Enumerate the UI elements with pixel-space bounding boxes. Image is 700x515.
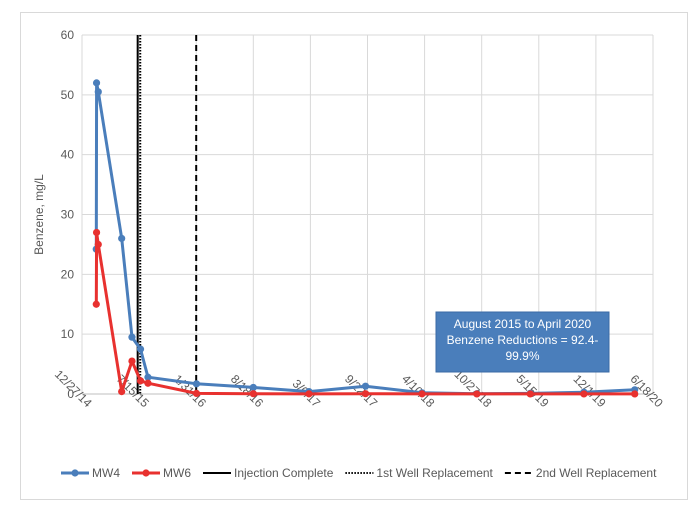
data-point	[128, 333, 136, 341]
data-point	[136, 377, 145, 385]
data-point	[192, 380, 201, 388]
y-tick-label: 30	[61, 208, 75, 222]
data-point	[418, 390, 426, 398]
legend-marker	[142, 469, 150, 477]
annotation-background	[435, 311, 610, 373]
data-point	[92, 300, 100, 308]
data-point	[361, 382, 370, 390]
data-point	[526, 390, 534, 398]
legend-item: MW4	[61, 466, 120, 480]
data-point	[92, 228, 101, 237]
x-tick-label: 9/22/17	[342, 372, 380, 410]
x-tick-label: 10/27/18	[452, 367, 495, 410]
legend-label: Injection Complete	[234, 466, 334, 480]
x-tick-labels: 12/27/147/15/151/31/168/18/163/6/179/22/…	[52, 367, 666, 410]
data-point	[361, 390, 370, 398]
legend-marker	[71, 469, 79, 477]
data-point	[473, 390, 481, 398]
benzene-line-chart: 0 10 20 30 40 50 60 12/27/14 7/15/15 1/31/16 8/18…	[32, 28, 666, 480]
data-point	[249, 383, 257, 392]
data-point	[92, 79, 101, 87]
legend-item: 2nd Well Replacement	[504, 466, 657, 480]
x-tick-label: 12/27/14	[52, 367, 95, 410]
legend-label: MW4	[92, 466, 120, 480]
legend: MW4 MW6 Injection Complete 1st Well Replace…	[61, 466, 657, 480]
series-line	[94, 230, 635, 396]
y-axis-title: Benzene, mg/L	[32, 174, 46, 255]
data-point	[128, 357, 136, 365]
annotation-box: August 2015 to April 2020 Benzene Reducti…	[435, 311, 610, 373]
data-point	[631, 390, 639, 398]
legend-item: Injection Complete	[203, 466, 334, 480]
reference-lines	[136, 35, 198, 394]
series-mw6	[92, 228, 639, 398]
legend-label: MW6	[163, 466, 191, 480]
data-point	[249, 390, 257, 398]
annotation-line: 99.9%	[505, 349, 539, 363]
data-point	[192, 389, 201, 398]
data-point	[580, 390, 588, 398]
legend-label: 1st Well Replacement	[376, 466, 493, 480]
y-tick-label: 20	[61, 267, 75, 281]
y-tick-label: 0	[67, 387, 74, 401]
data-point	[144, 373, 152, 381]
grid-lines	[81, 34, 654, 395]
y-tick-label: 10	[61, 327, 75, 341]
data-point	[118, 388, 126, 396]
y-tick-label: 60	[61, 28, 75, 42]
annotation-line: August 2015 to April 2020	[454, 317, 592, 331]
data-point	[94, 88, 102, 96]
legend-label: 2nd Well Replacement	[536, 466, 657, 480]
y-tick-label: 50	[61, 88, 75, 102]
data-point	[144, 379, 152, 387]
data-point	[94, 240, 102, 249]
y-tick-labels: 0 10 20 30 40 50 60	[61, 28, 75, 401]
data-point	[305, 390, 313, 398]
legend-item: 1st Well Replacement	[345, 466, 494, 480]
legend-item: MW6	[132, 466, 191, 480]
y-tick-label: 40	[61, 148, 75, 162]
annotation-line: Benzene Reductions = 92.4-	[447, 333, 599, 347]
data-point	[136, 345, 145, 353]
x-tick-label: 8/18/16	[228, 372, 266, 410]
series-layer	[92, 79, 639, 398]
chart-frame: 0 10 20 30 40 50 60 12/27/14 7/15/15 1/31/16 8/18…	[20, 12, 688, 500]
data-point	[118, 234, 126, 243]
